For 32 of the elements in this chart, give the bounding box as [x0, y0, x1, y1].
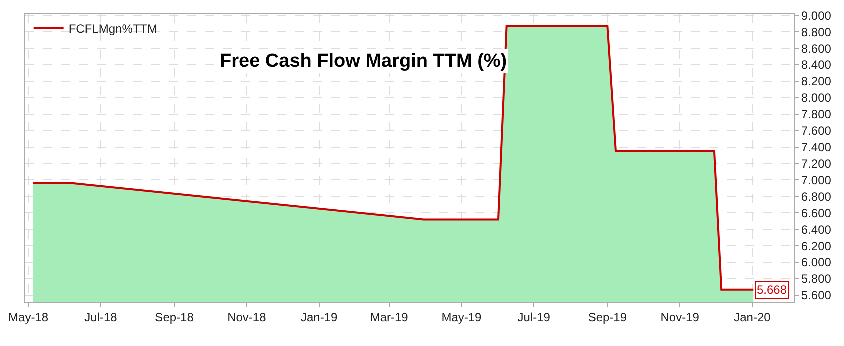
x-tick-label: Sep-19 — [588, 310, 628, 324]
y-tick-label: 5.600 — [801, 288, 832, 303]
y-tick-label: 6.800 — [801, 190, 832, 204]
y-tick-label: 6.000 — [801, 256, 832, 270]
y-tick-label: 9.000 — [801, 8, 832, 23]
x-tick-label: May-19 — [442, 310, 482, 324]
x-tick-label: Mar-19 — [370, 310, 409, 324]
x-tick-label: Nov-18 — [228, 310, 267, 324]
annotation: 5.668 — [757, 283, 788, 297]
y-tick-label: 8.000 — [801, 91, 832, 106]
x-tick-label: May-18 — [8, 310, 49, 324]
x-tick-label: Jan-19 — [300, 310, 338, 324]
x-tick-label: Sep-18 — [155, 310, 194, 324]
y-tick-label: 8.200 — [801, 74, 832, 89]
y-tick-label: 5.800 — [801, 272, 832, 286]
y-tick-label: 6.200 — [801, 239, 832, 254]
y-tick-label: 8.600 — [801, 42, 832, 56]
text: Free Cash Flow Margin TTM (%) — [220, 51, 508, 72]
y-tick-label: 7.200 — [801, 156, 832, 171]
y-tick-label: 7.600 — [801, 124, 832, 138]
y-tick-label: 7.000 — [801, 173, 832, 188]
y-tick-label: 7.800 — [801, 108, 832, 122]
y-tick-label: 8.800 — [801, 25, 832, 40]
x-tick-label: Jul-18 — [84, 310, 118, 324]
legend-label: FCFLMgn%TTM — [68, 22, 158, 36]
x-tick-label: Jul-19 — [518, 310, 551, 324]
y-tick-label: 7.400 — [801, 140, 832, 154]
y-tick-label: 8.400 — [801, 58, 832, 72]
y-tick-label: 6.600 — [801, 206, 832, 220]
y-tick-label: 6.400 — [801, 222, 832, 237]
x-tick-label: Nov-19 — [660, 310, 700, 324]
x-tick-label: Jan-20 — [734, 310, 772, 324]
